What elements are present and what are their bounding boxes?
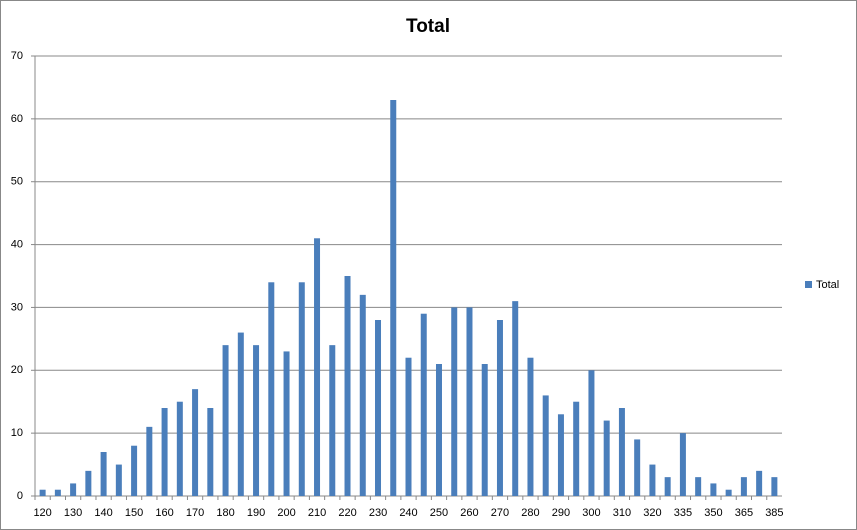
x-tick-label: 290 xyxy=(552,507,570,519)
bar xyxy=(496,320,503,496)
bar xyxy=(527,357,534,496)
bar xyxy=(634,439,641,496)
bar xyxy=(695,477,702,496)
x-tick-label: 150 xyxy=(125,507,143,519)
x-tick-label: 230 xyxy=(369,507,387,519)
x-tick-label: 335 xyxy=(674,507,692,519)
y-tick-label: 10 xyxy=(11,427,23,439)
bar xyxy=(618,408,625,496)
x-tick-label: 190 xyxy=(247,507,265,519)
x-tick-label: 160 xyxy=(155,507,173,519)
x-tick-label: 180 xyxy=(216,507,234,519)
x-tick-label: 120 xyxy=(33,507,51,519)
bar xyxy=(314,238,321,497)
bar xyxy=(756,470,763,496)
x-tick-label: 210 xyxy=(308,507,326,519)
bar xyxy=(542,395,549,496)
x-tick-label: 200 xyxy=(277,507,295,519)
bar xyxy=(115,464,122,496)
bar xyxy=(725,489,732,496)
bar xyxy=(573,401,580,496)
bar xyxy=(557,414,564,496)
x-tick-label: 280 xyxy=(521,507,539,519)
bar xyxy=(603,420,610,496)
x-tick-label: 240 xyxy=(399,507,417,519)
bar xyxy=(481,364,488,496)
bar xyxy=(176,401,183,496)
x-tick-label: 130 xyxy=(64,507,82,519)
y-tick-label: 60 xyxy=(11,113,23,125)
bar xyxy=(146,426,153,496)
bar xyxy=(771,477,778,496)
bar xyxy=(359,294,366,496)
bar xyxy=(268,282,275,496)
x-tick-label: 220 xyxy=(338,507,356,519)
bar xyxy=(207,408,214,496)
bar xyxy=(390,100,397,496)
x-tick-label: 300 xyxy=(582,507,600,519)
bar xyxy=(283,351,290,496)
bar xyxy=(664,477,671,496)
x-tick-label: 385 xyxy=(765,507,783,519)
bar xyxy=(237,332,244,496)
x-tick-label: 260 xyxy=(460,507,478,519)
chart-title: Total xyxy=(406,16,450,37)
bar xyxy=(192,389,199,496)
bar xyxy=(375,320,382,496)
bar xyxy=(54,489,61,496)
x-tick-label: 140 xyxy=(94,507,112,519)
bar xyxy=(222,345,229,496)
bar xyxy=(100,452,107,496)
bar xyxy=(344,276,351,496)
bar xyxy=(70,483,77,496)
bar xyxy=(740,477,747,496)
bar xyxy=(512,301,519,496)
x-tick-label: 250 xyxy=(430,507,448,519)
y-tick-label: 30 xyxy=(11,301,23,313)
bar xyxy=(253,345,260,496)
y-tick-label: 0 xyxy=(17,490,23,502)
x-tick-label: 365 xyxy=(735,507,753,519)
bar xyxy=(161,408,168,496)
bar xyxy=(405,357,412,496)
bar xyxy=(451,307,458,496)
x-tick-label: 170 xyxy=(186,507,204,519)
bar xyxy=(329,345,336,496)
bar xyxy=(649,464,656,496)
y-tick-label: 50 xyxy=(11,176,23,188)
bar xyxy=(588,370,595,496)
x-tick-label: 270 xyxy=(491,507,509,519)
legend-label: Total xyxy=(816,279,839,291)
bar xyxy=(710,483,717,496)
bar xyxy=(466,307,473,496)
bar xyxy=(435,364,442,496)
bar xyxy=(679,433,686,496)
x-tick-label: 320 xyxy=(643,507,661,519)
x-tick-label: 350 xyxy=(704,507,722,519)
y-tick-label: 70 xyxy=(11,50,23,62)
legend-swatch xyxy=(805,281,812,288)
bar xyxy=(298,282,305,496)
x-tick-label: 310 xyxy=(613,507,631,519)
y-tick-label: 40 xyxy=(11,238,23,250)
bar xyxy=(85,470,92,496)
bar xyxy=(39,489,46,496)
bar xyxy=(131,445,138,496)
bar xyxy=(420,313,427,496)
y-tick-label: 20 xyxy=(11,364,23,376)
